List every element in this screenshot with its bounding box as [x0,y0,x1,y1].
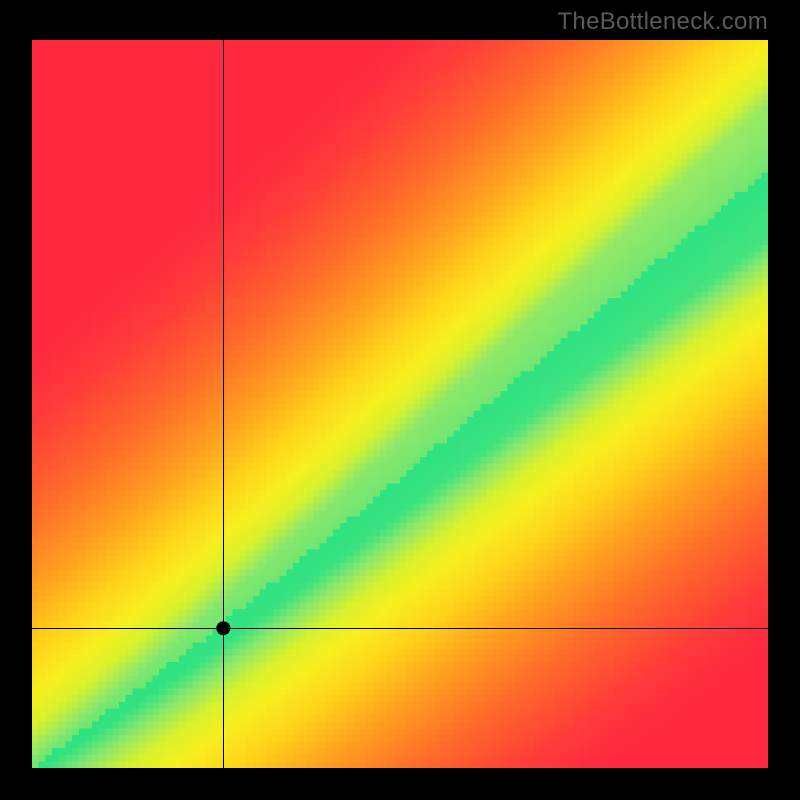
bottleneck-heatmap [32,40,768,768]
attribution-text: TheBottleneck.com [557,8,768,36]
heatmap-overlay [32,40,768,768]
